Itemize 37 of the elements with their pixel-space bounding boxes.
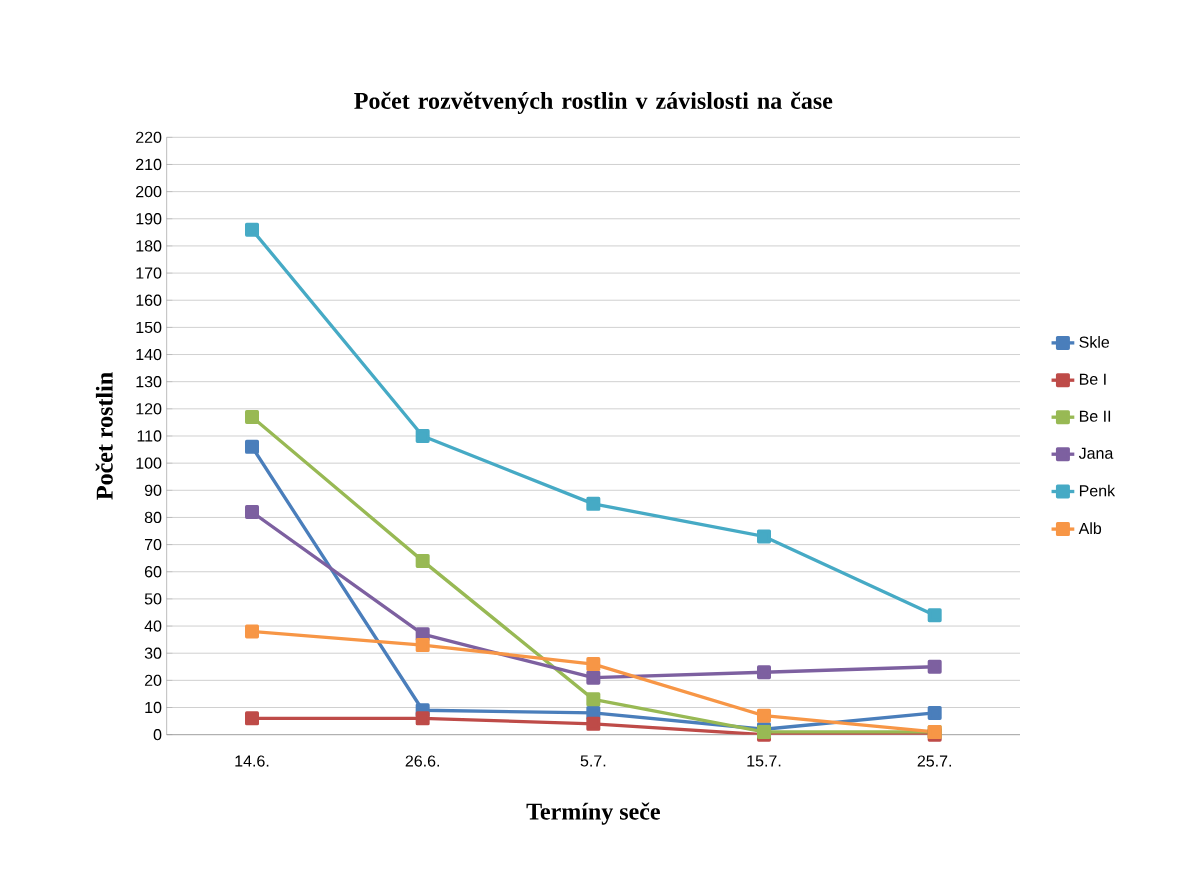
y-axis-title: Počet rostlin — [95, 372, 113, 500]
legend-label: Be II — [1079, 410, 1111, 422]
y-tick-label: 200 — [136, 185, 162, 198]
y-tick-label: 60 — [144, 565, 162, 578]
y-tick-label: 170 — [136, 267, 162, 279]
y-tick-label: 160 — [136, 294, 162, 306]
y-tick-label: 70 — [144, 538, 162, 551]
y-tick-label: 180 — [136, 240, 162, 252]
legend-label: Alb — [1078, 522, 1102, 534]
x-tick-label: 5.7. — [580, 755, 606, 767]
legend-label: Jana — [1078, 447, 1114, 459]
y-tick-label: 90 — [144, 484, 162, 496]
y-tick-label: 120 — [136, 403, 162, 415]
y-tick-label: 0 — [153, 728, 162, 741]
y-tick-label: 40 — [144, 620, 162, 632]
legend-label: Skle — [1079, 335, 1110, 348]
y-tick-label: 220 — [136, 131, 162, 143]
y-tick-label: 100 — [136, 457, 162, 469]
y-tick-label: 140 — [136, 348, 162, 361]
x-tick-label: 14.6. — [235, 755, 269, 767]
legend-label: Be I — [1079, 373, 1106, 385]
y-tick-label: 110 — [137, 430, 162, 442]
y-tick-label: 30 — [144, 647, 162, 659]
y-tick-label: 50 — [144, 593, 162, 605]
y-tick-label: 210 — [136, 158, 162, 170]
x-axis-title: Termíny seče — [526, 802, 660, 825]
y-tick-label: 80 — [144, 511, 162, 523]
legend-label: Penk — [1079, 484, 1116, 497]
x-tick-label: 15.7. — [747, 755, 781, 767]
y-tick-label: 130 — [136, 375, 162, 388]
chart-title: Počet rozvětvených rostlin v závislosti na čase — [354, 91, 833, 114]
y-tick-label: 150 — [136, 321, 162, 333]
y-tick-label: 10 — [145, 701, 162, 714]
x-tick-label: 26.6. — [405, 755, 440, 767]
x-tick-label: 25.7. — [917, 755, 952, 767]
y-tick-label: 20 — [144, 674, 162, 686]
y-tick-label: 190 — [136, 212, 162, 225]
